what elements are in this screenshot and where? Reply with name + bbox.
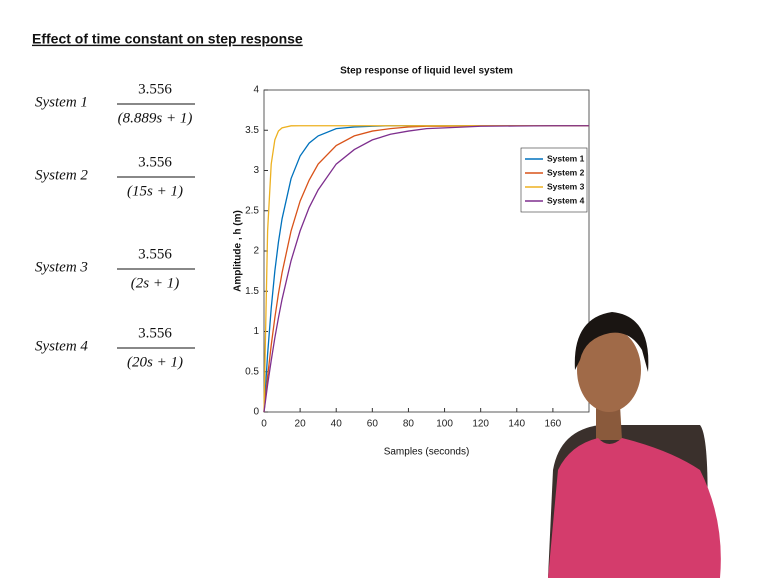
y-tick-label: 2 (253, 246, 259, 257)
slide-heading: Effect of time constant on step response (32, 31, 303, 47)
x-tick-label: 40 (331, 419, 343, 430)
y-tick-label: 3 (253, 165, 259, 176)
legend-label: System 2 (547, 167, 585, 177)
system-name: System 1 (35, 94, 88, 110)
x-tick-label: 100 (436, 419, 453, 430)
legend-label: System 4 (547, 195, 585, 205)
series-line (263, 125, 589, 413)
y-tick-label: 1.5 (245, 286, 259, 297)
series-line (263, 125, 589, 413)
shirt (548, 438, 721, 578)
x-tick-label: 140 (508, 419, 525, 430)
x-tick-label: 160 (545, 419, 562, 430)
x-tick-label: 20 (295, 419, 307, 430)
y-axis-label: Amplitude , h (m) (233, 210, 244, 292)
y-tick-label: 1 (253, 326, 259, 337)
hair (574, 312, 649, 372)
numerator: 3.556 (138, 81, 172, 97)
y-tick-label: 0.5 (245, 366, 259, 377)
denominator: (15s + 1) (127, 183, 183, 199)
legend-label: System 1 (547, 153, 585, 163)
numerator: 3.556 (138, 325, 172, 341)
y-tick-label: 2.5 (245, 205, 259, 216)
y-tick-label: 0 (253, 407, 259, 418)
y-tick-label: 4 (253, 85, 259, 96)
x-axis-label: Samples (seconds) (384, 447, 470, 458)
system-name: System 3 (35, 259, 88, 275)
plot-area (263, 89, 590, 413)
neck (596, 405, 622, 440)
y-tick-label: 3.5 (245, 125, 259, 136)
numerator: 3.556 (138, 246, 172, 262)
presenter (548, 312, 721, 578)
system-name: System 4 (35, 338, 88, 354)
denominator: (2s + 1) (131, 275, 179, 291)
numerator: 3.556 (138, 154, 172, 170)
legend-label: System 3 (547, 181, 585, 191)
denominator: (20s + 1) (127, 354, 183, 370)
x-tick-label: 120 (472, 419, 489, 430)
x-tick-label: 80 (403, 419, 415, 430)
system-name: System 2 (35, 167, 88, 183)
chart: Step response of liquid level system Samp… (233, 66, 590, 458)
face (577, 328, 641, 412)
x-tick-label: 60 (367, 419, 379, 430)
x-tick-label: 0 (261, 419, 267, 430)
denominator: (8.889s + 1) (118, 110, 193, 126)
chart-title: Step response of liquid level system (340, 66, 513, 77)
